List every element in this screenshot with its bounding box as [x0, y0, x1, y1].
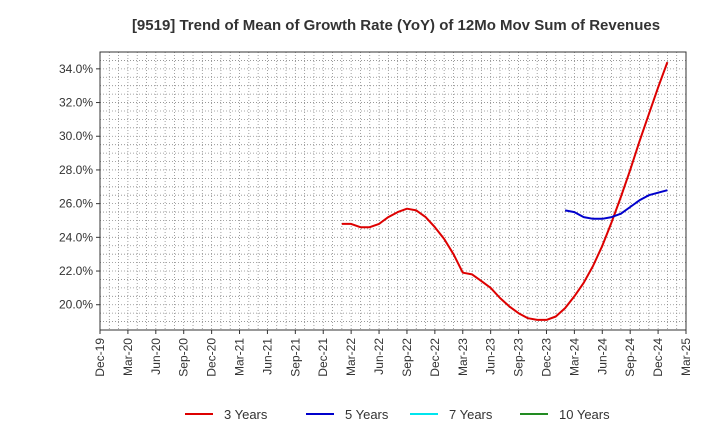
x-tick-label: Mar-24 [567, 338, 581, 376]
series-lines [341, 61, 669, 321]
legend: 3 Years 5 Years 7 Years 10 Years [185, 407, 610, 422]
y-tick-label: 32.0% [59, 96, 93, 110]
x-tick-label: Sep-20 [177, 338, 191, 377]
x-tick-label: Mar-20 [121, 338, 135, 376]
x-tick-label: Dec-20 [205, 338, 219, 377]
x-tick-label: Sep-24 [623, 338, 637, 377]
x-tick-label: Jun-21 [260, 338, 274, 375]
grid-lines [100, 52, 686, 330]
y-tick-label: 20.0% [59, 298, 93, 312]
x-tick-label: Dec-23 [539, 338, 553, 377]
y-tick-label: 28.0% [59, 163, 93, 177]
y-tick-label: 24.0% [59, 230, 93, 244]
x-tick-label: Mar-22 [344, 338, 358, 376]
series-line-3-years [341, 61, 669, 321]
series-line-5-years [564, 189, 668, 220]
y-tick-label: 26.0% [59, 197, 93, 211]
x-tick-label: Sep-21 [288, 338, 302, 377]
y-tick-label: 30.0% [59, 129, 93, 143]
x-tick-label: Mar-21 [233, 338, 247, 376]
y-tick-label: 22.0% [59, 264, 93, 278]
x-tick-label: Mar-23 [456, 338, 470, 376]
x-tick-label: Dec-19 [93, 338, 107, 377]
x-tick-label: Jun-20 [149, 338, 163, 375]
x-axis-ticks: Dec-19 Mar-20 Jun-20 Sep-20 Dec-20 Mar-21 Jun-… [93, 330, 693, 377]
legend-label-10-years: 10 Years [559, 407, 610, 422]
legend-label-5-years: 5 Years [345, 407, 389, 422]
x-tick-label: Dec-24 [651, 338, 665, 377]
chart-title: [9519] Trend of Mean of Growth Rate (YoY… [132, 17, 660, 34]
y-tick-label: 34.0% [59, 62, 93, 76]
x-tick-label: Dec-21 [316, 338, 330, 377]
legend-label-7-years: 7 Years [449, 407, 493, 422]
legend-label-3-years: 3 Years [224, 407, 268, 422]
x-tick-label: Dec-22 [428, 338, 442, 377]
x-tick-label: Jun-22 [372, 338, 386, 375]
x-tick-label: Mar-25 [679, 338, 693, 376]
x-tick-label: Jun-24 [595, 338, 609, 375]
y-axis-ticks: 20.0% 22.0% 24.0% 26.0% 28.0% 30.0% 32.0% 34.0% [59, 62, 100, 312]
plot-frame [99, 51, 687, 331]
x-tick-label: Sep-23 [512, 338, 526, 377]
x-tick-label: Jun-23 [484, 338, 498, 375]
x-tick-label: Sep-22 [400, 338, 414, 377]
